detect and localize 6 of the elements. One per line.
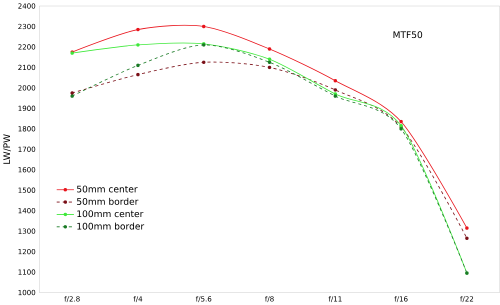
annotation: MTF50	[394, 31, 422, 38]
legend-label: 100mm center	[77, 210, 144, 217]
legend-label: 50mm center	[77, 185, 138, 192]
legend-label: 50mm border	[77, 198, 138, 205]
legend-label: 100mm border	[77, 222, 144, 230]
y-axis-title: LW/PW	[3, 134, 11, 164]
